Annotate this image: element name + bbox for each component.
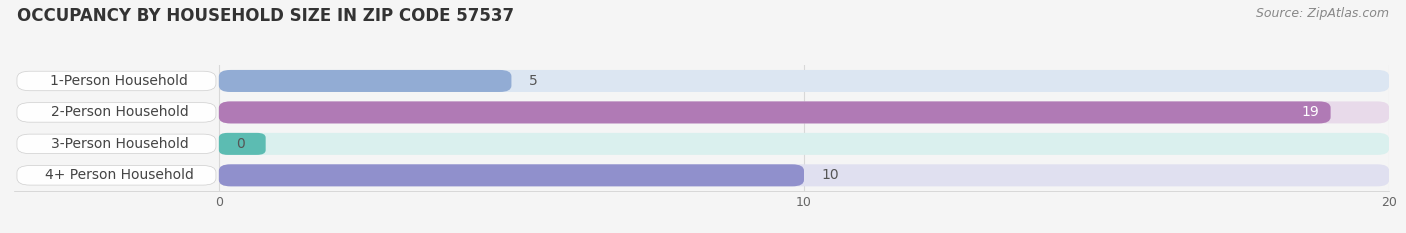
Text: OCCUPANCY BY HOUSEHOLD SIZE IN ZIP CODE 57537: OCCUPANCY BY HOUSEHOLD SIZE IN ZIP CODE … (17, 7, 515, 25)
FancyBboxPatch shape (219, 133, 266, 155)
FancyBboxPatch shape (219, 164, 804, 186)
FancyBboxPatch shape (17, 71, 217, 91)
Text: Source: ZipAtlas.com: Source: ZipAtlas.com (1256, 7, 1389, 20)
Text: 4+ Person Household: 4+ Person Household (45, 168, 194, 182)
Text: 1-Person Household: 1-Person Household (51, 74, 188, 88)
FancyBboxPatch shape (17, 166, 217, 185)
FancyBboxPatch shape (219, 164, 1389, 186)
Text: 3-Person Household: 3-Person Household (51, 137, 188, 151)
Text: 2-Person Household: 2-Person Household (51, 105, 188, 120)
FancyBboxPatch shape (219, 101, 1389, 123)
FancyBboxPatch shape (219, 70, 1389, 92)
FancyBboxPatch shape (219, 70, 512, 92)
Text: 0: 0 (236, 137, 245, 151)
FancyBboxPatch shape (219, 133, 1389, 155)
Text: 5: 5 (529, 74, 537, 88)
Text: 19: 19 (1301, 105, 1319, 120)
Text: 10: 10 (821, 168, 839, 182)
FancyBboxPatch shape (219, 101, 1330, 123)
FancyBboxPatch shape (17, 134, 217, 154)
FancyBboxPatch shape (17, 103, 217, 122)
